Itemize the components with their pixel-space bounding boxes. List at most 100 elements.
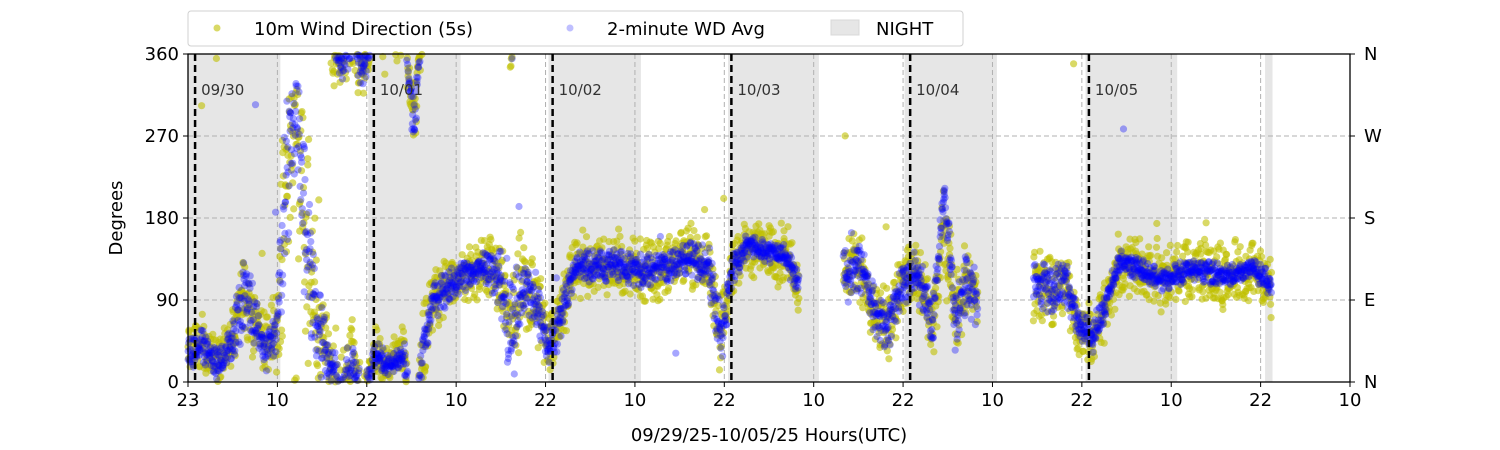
data-point xyxy=(594,283,602,291)
data-point xyxy=(302,250,310,258)
data-point xyxy=(687,237,696,245)
data-point xyxy=(366,51,374,59)
data-point xyxy=(400,337,408,345)
data-point xyxy=(246,326,255,334)
data-point xyxy=(274,312,282,320)
data-point xyxy=(576,294,585,303)
data-point xyxy=(906,279,914,287)
data-point xyxy=(1109,295,1117,303)
data-point xyxy=(927,340,935,349)
data-point xyxy=(411,105,419,113)
data-point xyxy=(720,329,728,337)
data-point xyxy=(254,312,262,320)
data-point xyxy=(1102,306,1110,314)
data-point xyxy=(945,251,954,259)
data-point xyxy=(231,352,239,360)
data-point xyxy=(1036,247,1044,255)
data-point xyxy=(288,161,296,169)
data-point xyxy=(864,270,872,278)
data-point xyxy=(564,299,573,307)
data-point xyxy=(280,205,288,213)
data-point xyxy=(557,332,565,340)
data-point xyxy=(435,321,443,330)
data-point xyxy=(281,249,289,258)
data-point xyxy=(705,240,713,248)
data-point xyxy=(288,90,296,98)
data-point xyxy=(424,342,432,350)
data-point xyxy=(1172,295,1180,304)
data-point xyxy=(941,204,950,212)
data-point xyxy=(958,331,966,339)
data-point xyxy=(344,343,353,351)
data-point xyxy=(508,55,516,63)
data-point xyxy=(736,272,744,280)
data-point xyxy=(692,281,700,289)
data-point xyxy=(510,340,519,348)
data-point xyxy=(1038,317,1046,325)
data-point xyxy=(516,313,524,321)
data-point xyxy=(567,254,575,262)
data-point xyxy=(895,288,903,296)
data-point xyxy=(300,145,308,153)
data-point xyxy=(723,321,731,329)
data-point xyxy=(1065,284,1073,292)
data-point xyxy=(271,327,279,335)
data-point xyxy=(236,340,244,348)
data-point xyxy=(285,229,293,237)
data-point xyxy=(511,332,520,340)
data-point xyxy=(1114,271,1122,279)
data-point xyxy=(709,265,717,273)
data-point xyxy=(499,247,507,255)
data-point xyxy=(854,285,862,293)
data-point xyxy=(281,201,289,209)
data-point xyxy=(428,326,437,334)
data-point xyxy=(319,301,327,309)
data-point xyxy=(212,54,220,63)
data-point xyxy=(361,74,369,82)
data-point xyxy=(715,366,724,374)
data-point xyxy=(883,347,891,355)
data-point xyxy=(1111,305,1119,313)
data-point xyxy=(1052,258,1060,266)
data-point xyxy=(841,247,849,255)
data-point xyxy=(860,251,868,259)
data-point xyxy=(973,293,981,302)
data-point xyxy=(318,304,326,312)
data-point xyxy=(1173,248,1181,256)
data-point xyxy=(534,294,543,302)
data-point xyxy=(435,309,443,317)
data-point xyxy=(328,359,336,367)
data-point xyxy=(276,276,284,285)
data-point xyxy=(966,259,974,267)
data-point xyxy=(659,257,667,265)
data-point xyxy=(634,286,643,294)
data-point xyxy=(930,311,938,319)
data-point xyxy=(935,259,944,267)
data-point xyxy=(298,108,306,116)
data-point xyxy=(505,292,513,300)
data-point xyxy=(1100,284,1108,292)
data-point xyxy=(305,135,313,143)
data-point xyxy=(1105,304,1113,312)
data-point xyxy=(455,290,463,298)
data-point xyxy=(887,332,896,340)
data-point xyxy=(1088,342,1096,351)
data-point xyxy=(970,263,978,271)
data-point xyxy=(364,66,372,74)
data-point xyxy=(413,102,421,110)
data-point xyxy=(1136,235,1144,243)
data-point xyxy=(248,353,257,361)
data-point xyxy=(847,229,856,237)
data-point xyxy=(944,271,953,279)
data-point xyxy=(424,339,432,347)
data-point xyxy=(1085,299,1093,307)
data-point xyxy=(717,354,725,362)
data-point xyxy=(403,367,412,375)
data-point xyxy=(945,222,954,230)
data-point xyxy=(672,237,680,245)
data-point xyxy=(495,264,503,272)
data-point xyxy=(932,284,940,292)
data-point xyxy=(562,327,571,335)
data-point xyxy=(784,223,792,231)
data-point xyxy=(282,248,290,256)
